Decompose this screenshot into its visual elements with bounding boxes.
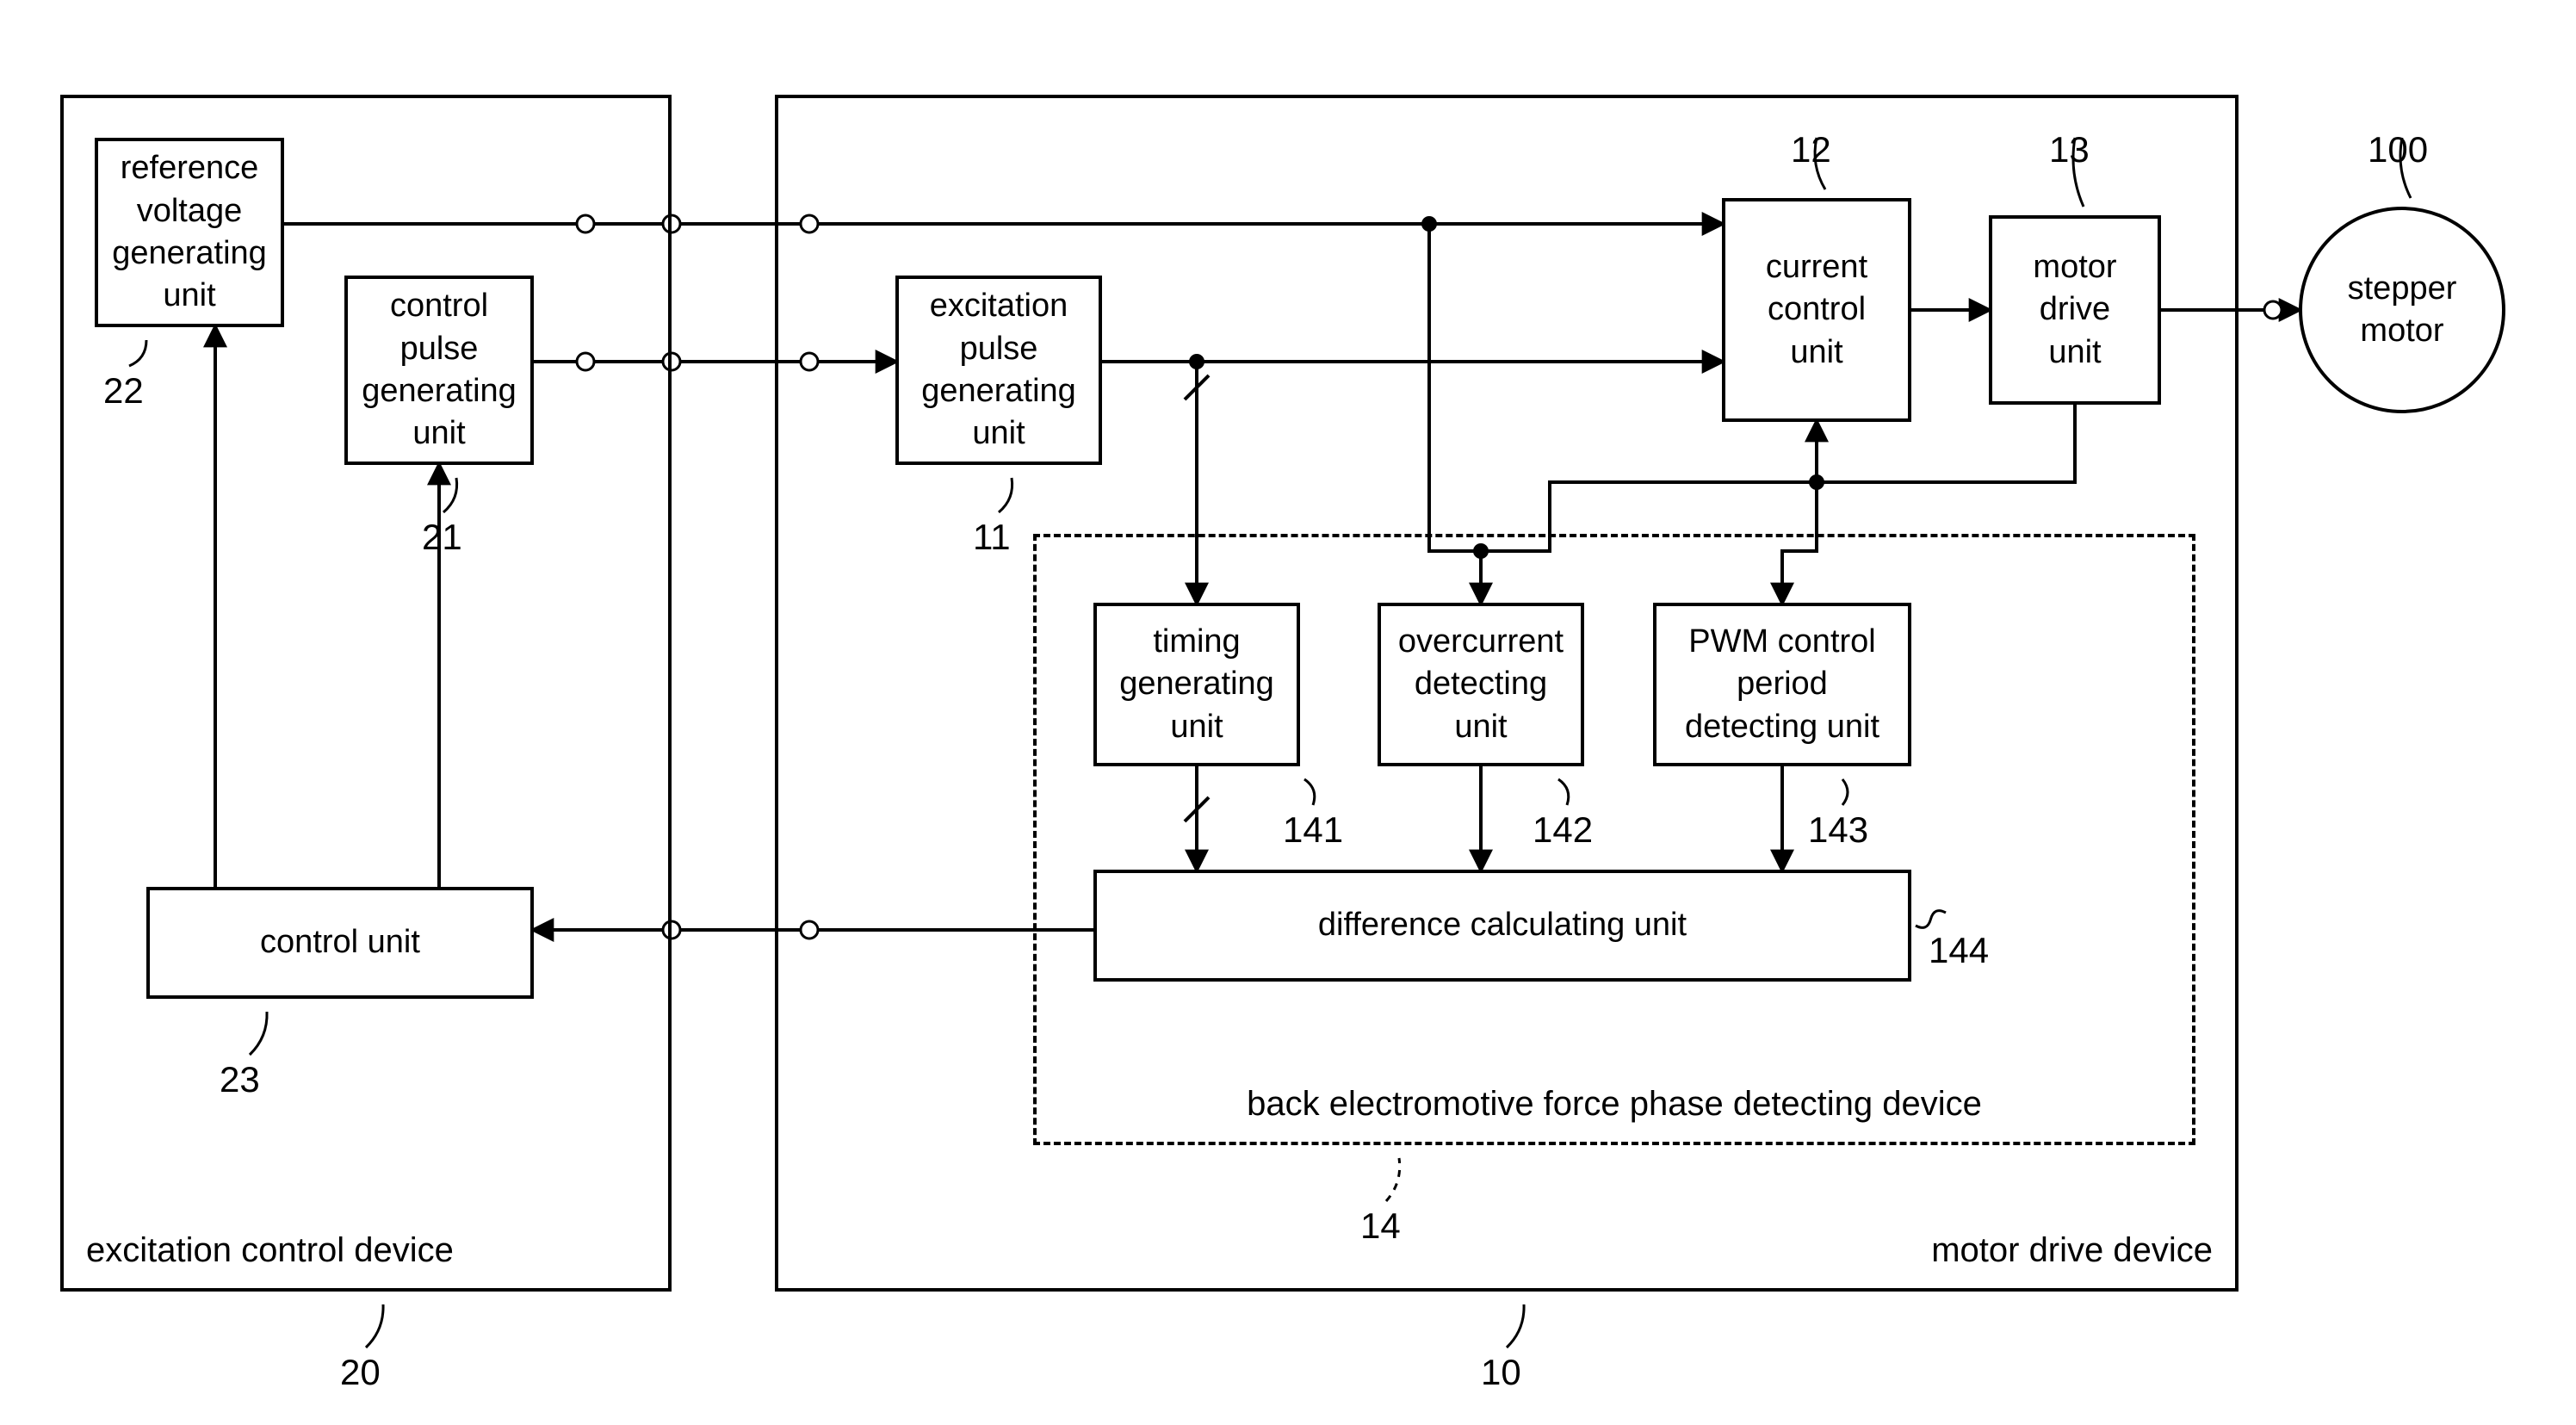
block-label: timing generating unit — [1119, 621, 1274, 748]
ref-label: 141 — [1283, 809, 1343, 851]
block-ref_voltage: reference voltage generating unit — [95, 138, 284, 327]
ref-label: 142 — [1533, 809, 1593, 851]
block-motor_drive_unit: motor drive unit — [1989, 215, 2161, 405]
block-control_unit: control unit — [146, 887, 534, 999]
ref-label: 23 — [220, 1059, 260, 1100]
ref-label: 14 — [1360, 1205, 1401, 1247]
block-label: control unit — [260, 921, 420, 963]
ref-label: 22 — [103, 370, 144, 412]
block-pwm_period: PWM control period detecting unit — [1653, 603, 1911, 766]
ref-label: 21 — [422, 517, 462, 558]
block-label: current control unit — [1766, 246, 1867, 374]
block-timing: timing generating unit — [1093, 603, 1300, 766]
block-current_control: current control unit — [1722, 198, 1911, 422]
block-overcurrent: overcurrent detecting unit — [1378, 603, 1584, 766]
ref-label: 13 — [2049, 129, 2090, 170]
block-label: control pulse generating unit — [362, 285, 517, 455]
block-label: difference calculating unit — [1318, 904, 1687, 946]
ref-label: 144 — [1929, 930, 1989, 971]
block-diff_calc: difference calculating unit — [1093, 870, 1911, 982]
block-excitation_pulse: excitation pulse generating unit — [895, 276, 1102, 465]
ref-label: 100 — [2368, 129, 2428, 170]
ref-label: 143 — [1808, 809, 1868, 851]
stepper-motor-label: stepper motor — [2348, 268, 2457, 353]
ref-label: 10 — [1481, 1352, 1521, 1393]
block-control_pulse: control pulse generating unit — [344, 276, 534, 465]
block-label: overcurrent detecting unit — [1398, 621, 1564, 748]
ref-label: 20 — [340, 1352, 381, 1393]
ref-label: 11 — [973, 517, 1011, 558]
container-label: back electromotive force phase detecting… — [1085, 1085, 2144, 1124]
block-label: PWM control period detecting unit — [1685, 621, 1879, 748]
stepper-motor: stepper motor — [2299, 207, 2505, 413]
container-label: motor drive device — [1931, 1231, 2213, 1270]
ref-label: 12 — [1791, 129, 1831, 170]
container-label: excitation control device — [86, 1231, 454, 1270]
block-label: motor drive unit — [2033, 246, 2116, 374]
block-label: reference voltage generating unit — [112, 147, 267, 318]
block-label: excitation pulse generating unit — [921, 285, 1076, 455]
